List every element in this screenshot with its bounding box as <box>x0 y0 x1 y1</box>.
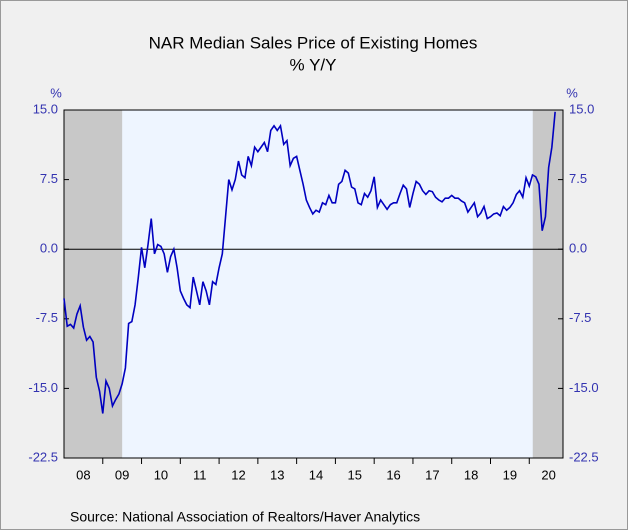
data-line <box>63 111 556 414</box>
x-tick-label: 19 <box>503 467 517 482</box>
y-unit-left: % <box>50 85 62 100</box>
plot-area <box>64 110 563 458</box>
x-tick-label: 11 <box>193 467 207 482</box>
x-tick-label: 08 <box>76 467 90 482</box>
y-tick-label: -7.5 <box>36 310 58 325</box>
x-tick-label: 10 <box>154 467 168 482</box>
y2-tick-label: -22.5 <box>569 449 599 464</box>
x-tick-label: 17 <box>425 467 439 482</box>
y-tick-label: 0.0 <box>40 241 58 256</box>
y-tick-label: 7.5 <box>40 171 58 186</box>
chart-title: NAR Median Sales Price of Existing Homes <box>149 33 478 52</box>
x-tick-label: 13 <box>270 467 284 482</box>
y2-tick-label: 15.0 <box>569 101 594 116</box>
y2-tick-label: 7.5 <box>569 171 587 186</box>
plot-border <box>63 109 564 459</box>
source: Source: National Association of Realtors… <box>70 509 420 525</box>
y2-tick-label: -15.0 <box>569 380 599 395</box>
recession-band <box>532 110 563 458</box>
x-tick-label: 15 <box>348 467 362 482</box>
x-tick-label: 16 <box>386 467 400 482</box>
recession-band <box>64 110 123 458</box>
y2-tick-label: -7.5 <box>569 310 591 325</box>
chart-subtitle: % Y/Y <box>290 55 337 74</box>
x-tick-label: 18 <box>464 467 478 482</box>
x-tick-label: 14 <box>309 467 323 482</box>
x-tick-label: 09 <box>115 467 129 482</box>
y-unit-right: % <box>566 85 578 100</box>
y-tick-label: 15.0 <box>33 101 58 116</box>
x-tick-label: 12 <box>231 467 245 482</box>
y-tick-label: -15.0 <box>28 380 58 395</box>
y-tick-label: -22.5 <box>28 449 58 464</box>
y2-tick-label: 0.0 <box>569 241 587 256</box>
x-tick-label: 20 <box>541 467 555 482</box>
